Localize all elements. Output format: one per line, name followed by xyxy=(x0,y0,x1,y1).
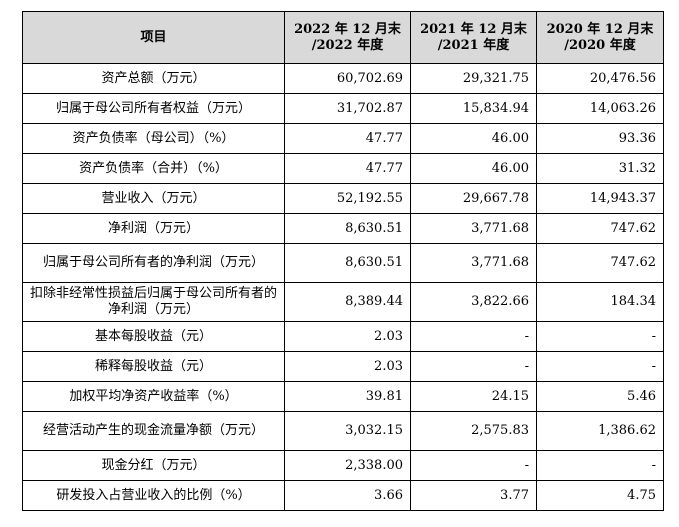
table-row: 资产负债率（母公司）（%） 47.77 46.00 93.36 xyxy=(22,123,664,154)
row-label: 归属于母公司所有者权益（万元） xyxy=(22,93,285,124)
value-2022: 2.03 xyxy=(284,321,411,352)
table-row: 经营活动产生的现金流量净额（万元） 3,032.15 2,575.83 1,38… xyxy=(22,411,664,451)
row-label: 营业收入（万元） xyxy=(22,183,285,214)
header-2022: 2022 年 12 月末/2022 年度 xyxy=(284,11,411,64)
value-2021: 3,771.68 xyxy=(410,243,537,283)
value-2021: 29,667.78 xyxy=(410,183,537,214)
value-2022: 2,338.00 xyxy=(284,450,411,481)
value-2020: 14,063.26 xyxy=(536,93,664,124)
table-row: 现金分红（万元） 2,338.00 - - xyxy=(22,450,664,481)
table-row: 基本每股收益（元） 2.03 - - xyxy=(22,321,664,352)
value-2020: 5.46 xyxy=(536,381,664,412)
table-row: 归属于母公司所有者的净利润（万元） 8,630.51 3,771.68 747.… xyxy=(22,243,664,283)
header-2020: 2020 年 12 月末/2020 年度 xyxy=(536,11,664,64)
value-2021: - xyxy=(410,321,537,352)
value-2020: 747.62 xyxy=(536,213,664,244)
value-2021: 3,771.68 xyxy=(410,213,537,244)
table-row: 稀释每股收益（元） 2.03 - - xyxy=(22,351,664,382)
value-2021: 24.15 xyxy=(410,381,537,412)
value-2022: 8,389.44 xyxy=(284,282,411,322)
value-2021: 15,834.94 xyxy=(410,93,537,124)
value-2020: 20,476.56 xyxy=(536,63,664,94)
table-row: 扣除非经常性损益后归属于母公司所有者的净利润（万元） 8,389.44 3,82… xyxy=(22,282,664,322)
value-2021: 46.00 xyxy=(410,153,537,184)
value-2022: 47.77 xyxy=(284,123,411,154)
value-2022: 3,032.15 xyxy=(284,411,411,451)
value-2022: 39.81 xyxy=(284,381,411,412)
table-body: 资产总额（万元） 60,702.69 29,321.75 20,476.56 归… xyxy=(22,63,664,511)
row-label: 扣除非经常性损益后归属于母公司所有者的净利润（万元） xyxy=(22,282,285,322)
value-2021: 3,822.66 xyxy=(410,282,537,322)
row-label: 现金分红（万元） xyxy=(22,450,285,481)
row-label: 资产负债率（母公司）（%） xyxy=(22,123,285,154)
header-item: 项目 xyxy=(22,11,285,64)
value-2022: 52,192.55 xyxy=(284,183,411,214)
row-label: 加权平均净资产收益率（%） xyxy=(22,381,285,412)
value-2021: 29,321.75 xyxy=(410,63,537,94)
table-row: 净利润（万元） 8,630.51 3,771.68 747.62 xyxy=(22,213,664,244)
header-2021: 2021 年 12 月末/2021 年度 xyxy=(410,11,537,64)
value-2022: 2.03 xyxy=(284,351,411,382)
value-2022: 31,702.87 xyxy=(284,93,411,124)
value-2021: - xyxy=(410,450,537,481)
value-2020: 1,386.62 xyxy=(536,411,664,451)
value-2021: - xyxy=(410,351,537,382)
value-2022: 8,630.51 xyxy=(284,213,411,244)
value-2020: - xyxy=(536,351,664,382)
value-2020: 184.34 xyxy=(536,282,664,322)
value-2020: 93.36 xyxy=(536,123,664,154)
row-label: 稀释每股收益（元） xyxy=(22,351,285,382)
row-label: 基本每股收益（元） xyxy=(22,321,285,352)
financial-summary-table: 项目 2022 年 12 月末/2022 年度 2021 年 12 月末/202… xyxy=(22,11,664,511)
row-label: 净利润（万元） xyxy=(22,213,285,244)
table-row: 资产负债率（合并）（%） 47.77 46.00 31.32 xyxy=(22,153,664,184)
row-label: 归属于母公司所有者的净利润（万元） xyxy=(22,243,285,283)
value-2020: 14,943.37 xyxy=(536,183,664,214)
table-row: 研发投入占营业收入的比例（%） 3.66 3.77 4.75 xyxy=(22,480,664,511)
row-label: 资产总额（万元） xyxy=(22,63,285,94)
value-2021: 3.77 xyxy=(410,480,537,511)
value-2022: 8,630.51 xyxy=(284,243,411,283)
header-row: 项目 2022 年 12 月末/2022 年度 2021 年 12 月末/202… xyxy=(22,11,664,64)
value-2020: - xyxy=(536,321,664,352)
value-2020: - xyxy=(536,450,664,481)
value-2022: 47.77 xyxy=(284,153,411,184)
row-label: 经营活动产生的现金流量净额（万元） xyxy=(22,411,285,451)
value-2020: 4.75 xyxy=(536,480,664,511)
table-header: 项目 2022 年 12 月末/2022 年度 2021 年 12 月末/202… xyxy=(22,11,664,64)
value-2021: 2,575.83 xyxy=(410,411,537,451)
table-row: 资产总额（万元） 60,702.69 29,321.75 20,476.56 xyxy=(22,63,664,94)
table-row: 营业收入（万元） 52,192.55 29,667.78 14,943.37 xyxy=(22,183,664,214)
table-row: 归属于母公司所有者权益（万元） 31,702.87 15,834.94 14,0… xyxy=(22,93,664,124)
value-2022: 60,702.69 xyxy=(284,63,411,94)
value-2020: 31.32 xyxy=(536,153,664,184)
value-2021: 46.00 xyxy=(410,123,537,154)
table-row: 加权平均净资产收益率（%） 39.81 24.15 5.46 xyxy=(22,381,664,412)
value-2020: 747.62 xyxy=(536,243,664,283)
row-label: 资产负债率（合并）（%） xyxy=(22,153,285,184)
row-label: 研发投入占营业收入的比例（%） xyxy=(22,480,285,511)
value-2022: 3.66 xyxy=(284,480,411,511)
